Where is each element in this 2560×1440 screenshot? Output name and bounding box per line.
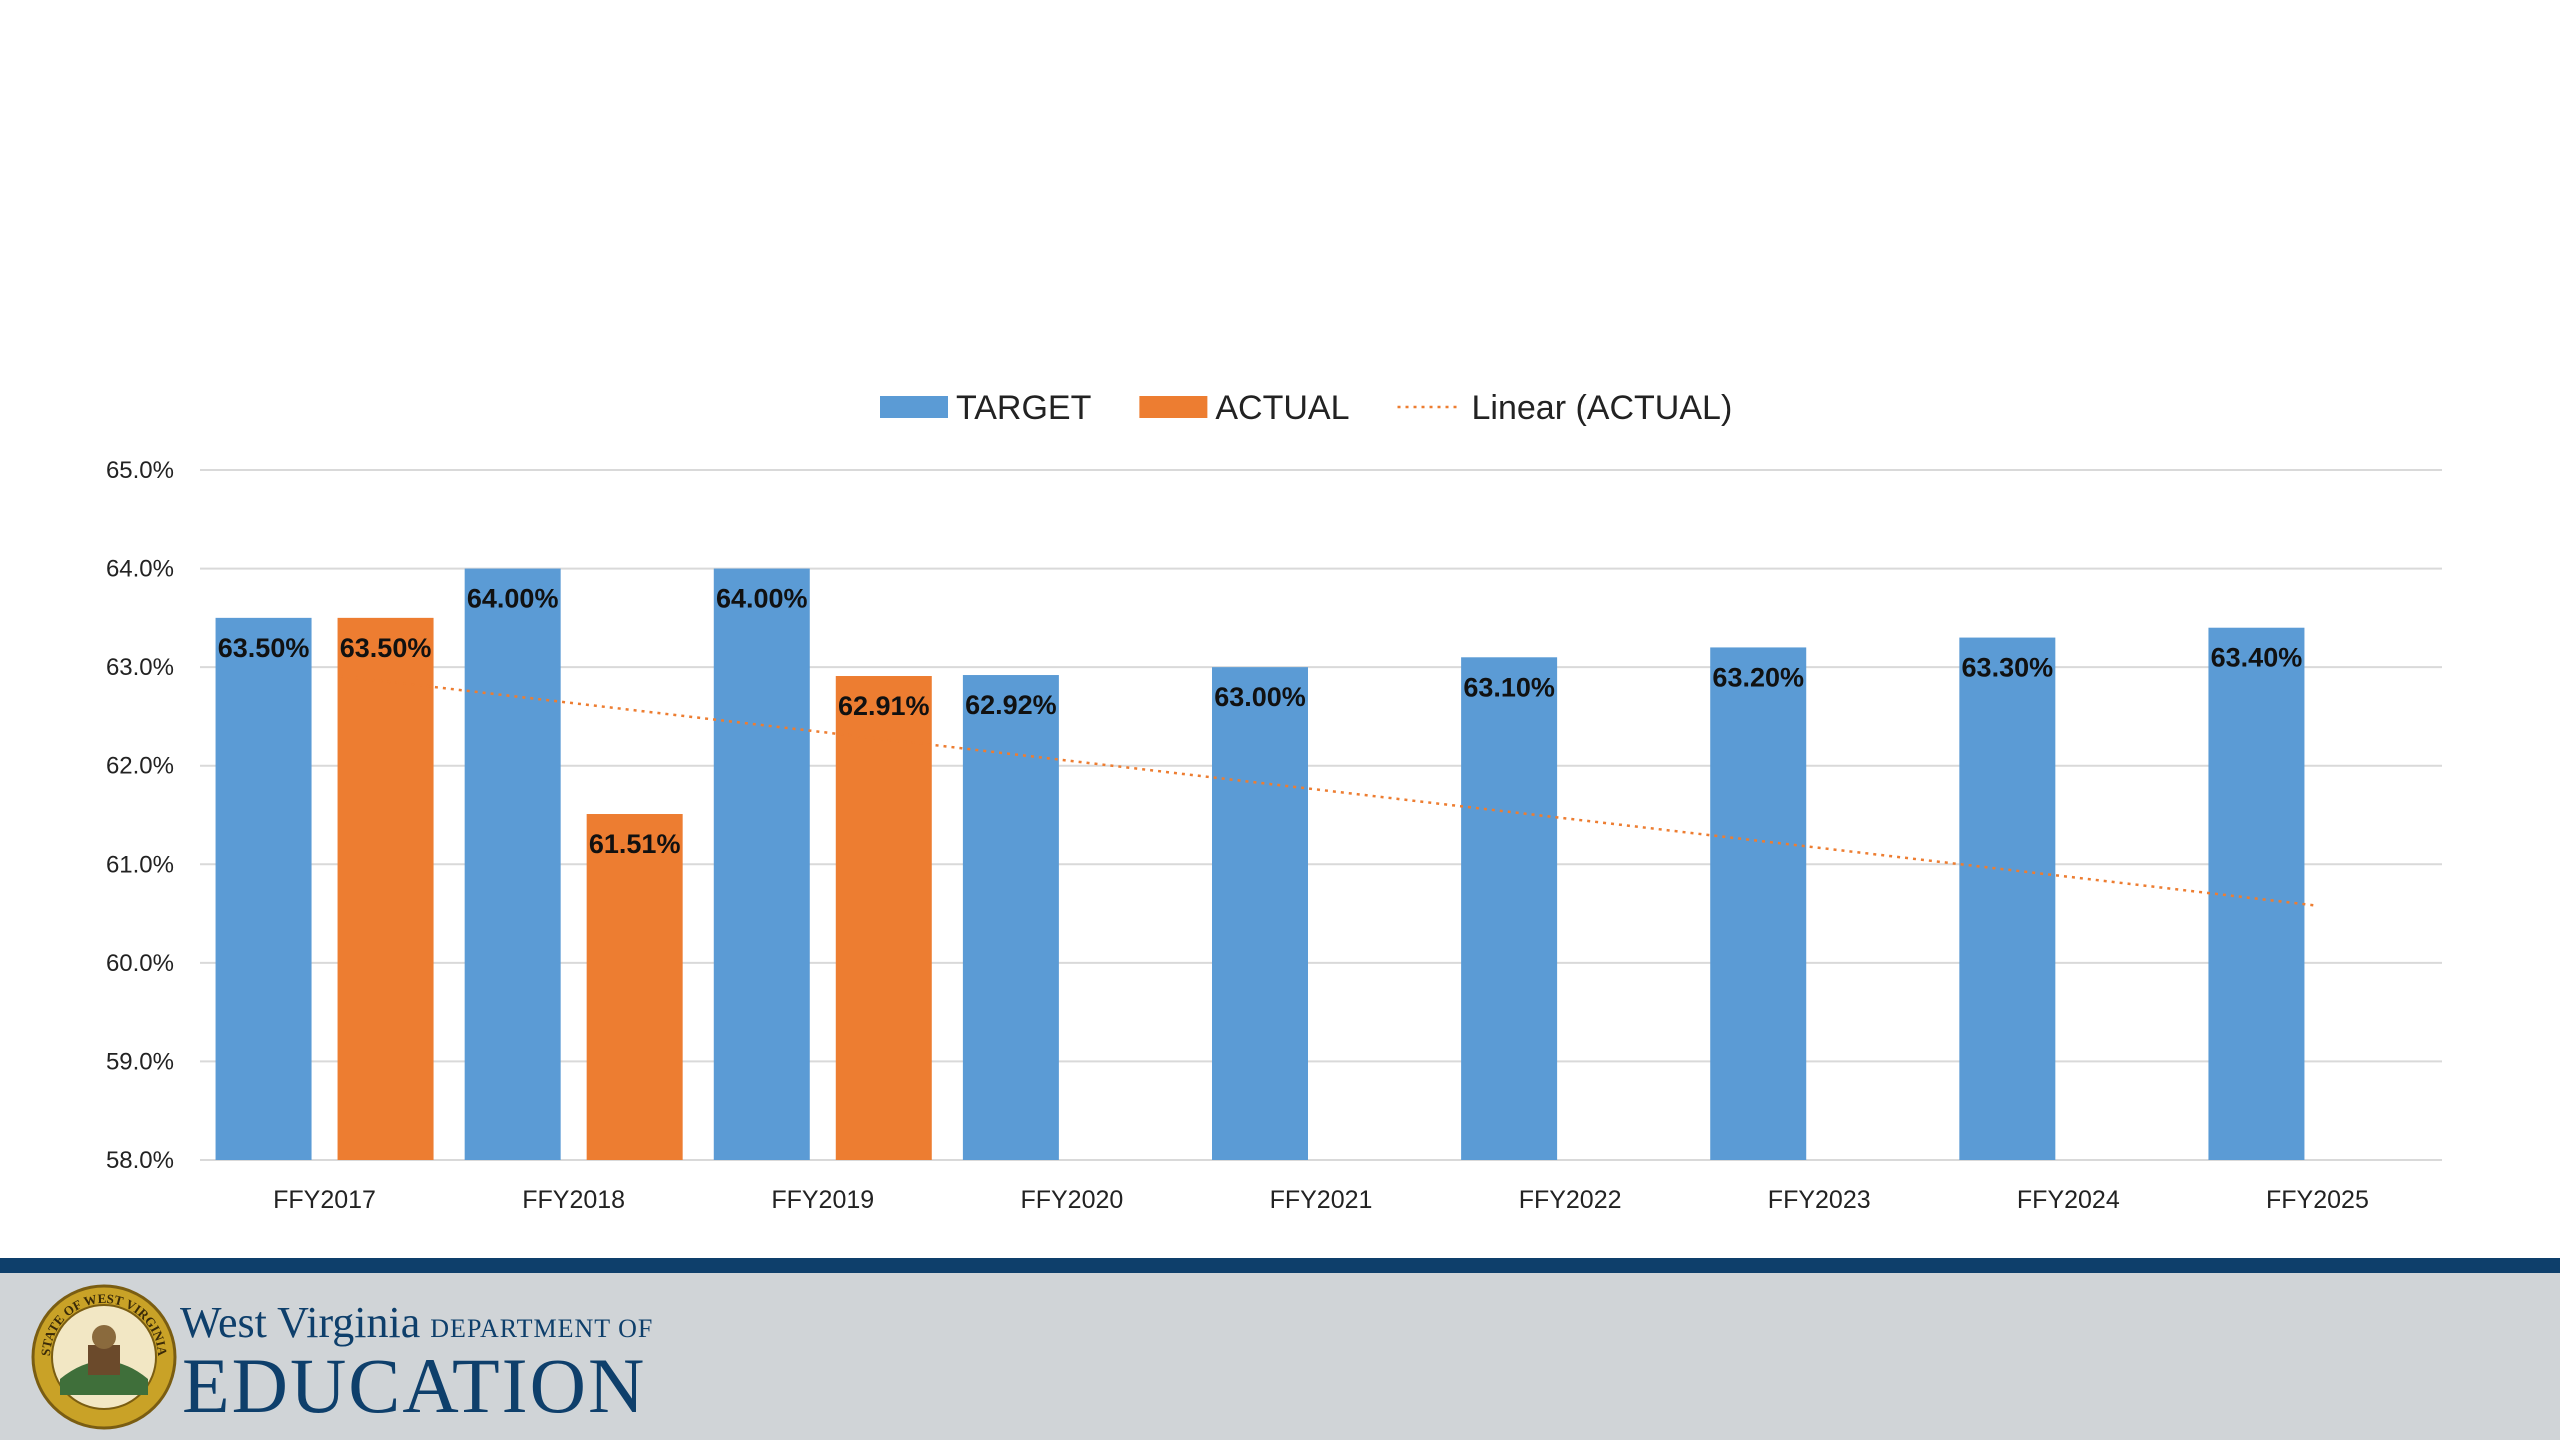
x-tick-label: FFY2021: [1270, 1186, 1373, 1214]
x-tick-label: FFY2022: [1519, 1186, 1622, 1214]
data-label: 62.91%: [838, 691, 930, 721]
bar-target-ffy2024: [1959, 637, 2056, 1160]
data-label: 63.30%: [1962, 653, 2054, 683]
data-label: 63.50%: [218, 633, 310, 663]
x-tick-label: FFY2023: [1768, 1186, 1871, 1214]
bar-target-ffy2018: [464, 568, 561, 1160]
bar-target-ffy2025: [2208, 627, 2305, 1160]
bar-target-ffy2023: [1710, 647, 1807, 1160]
bar-target-ffy2022: [1461, 657, 1558, 1160]
data-label: 62.92%: [965, 690, 1057, 720]
y-tick-label: 61.0%: [106, 851, 174, 878]
state-seal-icon: STATE OF WEST VIRGINIA: [31, 1284, 177, 1430]
data-label: 63.00%: [1214, 682, 1306, 712]
y-tick-label: 60.0%: [106, 950, 174, 977]
footer-divider: [0, 1258, 2560, 1273]
x-tick-label: FFY2017: [273, 1186, 376, 1214]
y-tick-label: 62.0%: [106, 753, 174, 780]
y-tick-label: 63.0%: [106, 654, 174, 681]
data-label: 63.50%: [340, 633, 432, 663]
x-tick-label: FFY2024: [2017, 1186, 2120, 1214]
bar-target-ffy2019: [713, 568, 810, 1160]
logo-wordmark-top: West Virginia DEPARTMENT OF: [180, 1301, 653, 1345]
y-tick-label: 64.0%: [106, 556, 174, 583]
x-tick-label: FFY2025: [2266, 1186, 2369, 1214]
bar-actual-ffy2019: [835, 676, 932, 1160]
legend-label: ACTUAL: [1215, 389, 1349, 427]
data-label: 63.20%: [1712, 662, 1804, 692]
y-tick-label: 65.0%: [106, 457, 174, 484]
bar-target-ffy2020: [962, 675, 1059, 1160]
data-label: 64.00%: [716, 584, 808, 614]
logo-department: DEPARTMENT OF: [430, 1314, 654, 1343]
data-label: 63.10%: [1463, 672, 1555, 702]
data-label: 64.00%: [467, 584, 559, 614]
bar-target-ffy2017: [215, 617, 312, 1160]
bar-actual-ffy2017: [337, 617, 434, 1160]
bar-target-ffy2021: [1212, 667, 1308, 1160]
data-label: 63.40%: [2211, 643, 2303, 673]
logo-state-name: West Virginia: [180, 1298, 421, 1347]
bar-chart: 58.0% 59.0% 60.0% 61.0% 62.0% 63.0% 64.0% 65.0%…: [106, 389, 2442, 1214]
bar-actual-ffy2018: [586, 814, 683, 1160]
legend-label: Linear (ACTUAL): [1472, 389, 1733, 427]
legend-swatch: [1139, 396, 1208, 418]
x-tick-label: FFY2020: [1020, 1186, 1123, 1214]
y-tick-label: 58.0%: [106, 1147, 174, 1174]
x-tick-label: FFY2018: [522, 1186, 625, 1214]
logo-wordmark-education: EDUCATION: [182, 1342, 647, 1429]
footer-banner: STATE OF WEST VIRGINIA West Virginia DEPA…: [0, 1273, 2560, 1440]
x-tick-label: FFY2019: [771, 1186, 874, 1214]
y-tick-label: 59.0%: [106, 1048, 174, 1075]
legend-label: TARGET: [956, 389, 1091, 427]
legend-swatch: [880, 396, 948, 418]
data-label: 61.51%: [589, 829, 681, 859]
